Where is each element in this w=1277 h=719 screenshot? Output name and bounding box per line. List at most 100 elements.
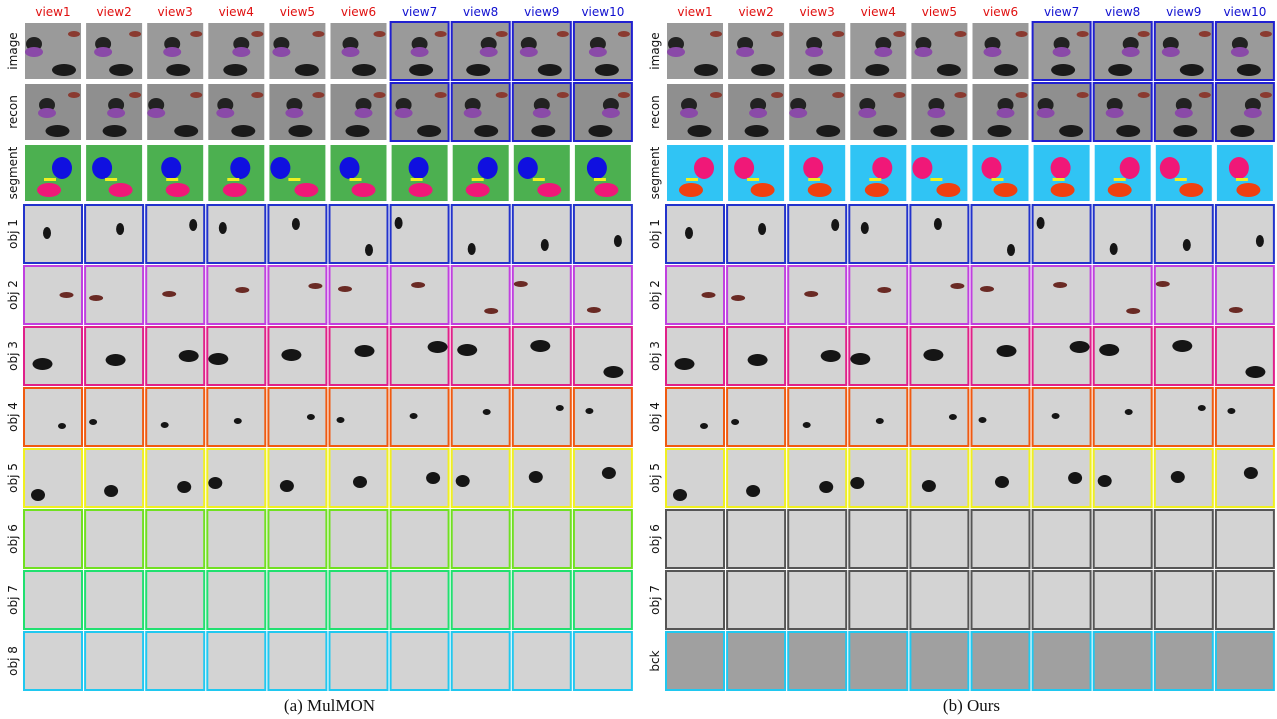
cell-image — [666, 571, 724, 629]
cell — [910, 510, 968, 568]
view-label: view2 — [96, 5, 131, 19]
seg-knife — [411, 178, 423, 181]
cell — [452, 632, 510, 690]
view-label: view8 — [1105, 5, 1140, 19]
seg-knife — [227, 178, 239, 181]
plate — [771, 92, 783, 98]
cell — [849, 83, 907, 141]
cell-image — [85, 510, 143, 568]
pan — [417, 125, 441, 137]
cell-image — [85, 632, 143, 690]
view-label: view8 — [463, 5, 498, 19]
kettle-base — [805, 47, 823, 57]
seg-knife — [288, 178, 300, 181]
cell — [330, 510, 388, 568]
cell — [1155, 83, 1213, 141]
cell — [727, 205, 785, 263]
object-blob — [89, 419, 97, 425]
cell — [24, 449, 82, 507]
cell — [574, 388, 632, 446]
cell — [972, 327, 1030, 385]
object-blob — [104, 485, 118, 497]
cell — [24, 205, 82, 263]
cell — [972, 510, 1030, 568]
cell — [910, 22, 968, 80]
object-blob — [116, 223, 124, 235]
cell-image — [452, 510, 510, 568]
pan — [1051, 64, 1075, 76]
seg-kettle — [161, 157, 181, 179]
cell — [788, 144, 846, 202]
pan — [295, 64, 319, 76]
cell — [146, 510, 204, 568]
cell — [207, 571, 265, 629]
cell — [268, 83, 326, 141]
seg-kettle — [270, 157, 290, 179]
cell — [207, 327, 265, 385]
view-label: view4 — [861, 5, 896, 19]
seg-kettle — [478, 157, 498, 179]
object-blob — [934, 218, 942, 230]
row-label: obj 2 — [648, 280, 662, 310]
cell-image — [1033, 632, 1091, 690]
plate — [251, 31, 263, 37]
cell — [972, 632, 1030, 690]
cell — [574, 144, 632, 202]
row-label: image — [6, 32, 20, 69]
pan — [109, 64, 133, 76]
pan — [474, 125, 498, 137]
cell — [666, 144, 724, 202]
cell-image — [1155, 510, 1213, 568]
cell — [788, 83, 846, 141]
pan — [937, 64, 961, 76]
cell-image — [268, 449, 326, 507]
pan — [816, 125, 840, 137]
cell-image — [452, 632, 510, 690]
object-blob — [949, 414, 957, 420]
cell — [1033, 388, 1091, 446]
plate — [374, 31, 386, 37]
kettle-base — [914, 47, 932, 57]
cell-image — [727, 266, 785, 324]
cell — [268, 22, 326, 80]
kettle-base — [1244, 108, 1262, 118]
cell-image — [788, 449, 846, 507]
object-blob — [411, 282, 425, 288]
cell — [849, 205, 907, 263]
object-blob — [33, 358, 53, 370]
cell-image — [268, 388, 326, 446]
object-blob — [702, 292, 716, 298]
cell-image — [910, 510, 968, 568]
cell — [146, 144, 204, 202]
cell — [910, 83, 968, 141]
seg-pan — [679, 183, 703, 197]
cell — [972, 266, 1030, 324]
view-label: view10 — [581, 5, 624, 19]
cell-image — [391, 510, 449, 568]
object-blob — [748, 354, 768, 366]
kettle-base — [163, 47, 181, 57]
cell-image — [146, 449, 204, 507]
seg-kettle — [1160, 157, 1180, 179]
seg-pan — [166, 183, 190, 197]
cell — [24, 571, 82, 629]
plate — [1260, 92, 1272, 98]
cell — [85, 22, 143, 80]
kettle-base — [107, 108, 125, 118]
seg-kettle — [409, 157, 429, 179]
object-blob — [58, 423, 66, 429]
cell-image — [727, 510, 785, 568]
cell — [207, 632, 265, 690]
view-label: view9 — [524, 5, 559, 19]
cell-image — [910, 449, 968, 507]
cell-image — [391, 327, 449, 385]
view-label: view7 — [402, 5, 437, 19]
pan — [865, 64, 889, 76]
cell-image — [1155, 632, 1213, 690]
object-blob — [541, 239, 549, 251]
cell — [513, 266, 571, 324]
kettle-base — [411, 47, 429, 57]
cell-image — [727, 388, 785, 446]
cell — [452, 205, 510, 263]
plate — [190, 92, 202, 98]
